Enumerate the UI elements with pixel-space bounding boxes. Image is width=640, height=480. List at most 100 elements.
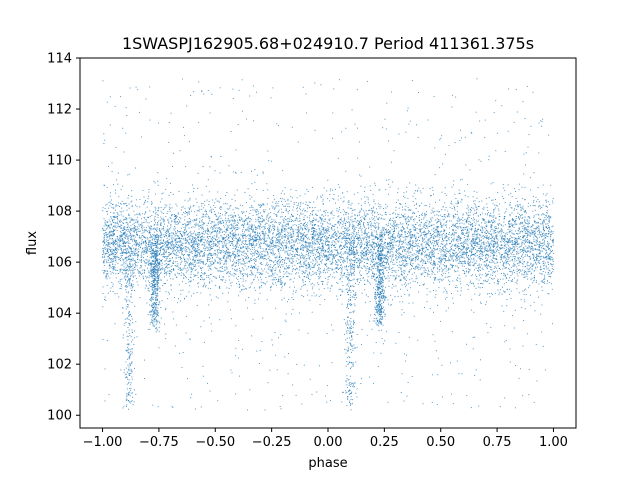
data-point bbox=[384, 244, 386, 246]
data-point bbox=[108, 202, 110, 204]
data-point bbox=[378, 269, 380, 270]
data-point bbox=[272, 273, 274, 275]
data-point bbox=[148, 270, 150, 272]
data-point bbox=[473, 214, 474, 216]
data-point bbox=[434, 264, 436, 266]
data-point bbox=[212, 245, 214, 247]
data-point bbox=[486, 237, 488, 239]
data-point bbox=[521, 248, 523, 250]
data-point bbox=[209, 257, 211, 259]
data-point bbox=[220, 250, 222, 252]
data-point bbox=[401, 214, 402, 216]
data-point bbox=[148, 272, 150, 274]
data-point bbox=[163, 208, 165, 210]
data-point bbox=[460, 218, 462, 220]
data-point bbox=[400, 279, 402, 281]
data-point bbox=[110, 211, 112, 213]
data-point bbox=[525, 241, 526, 243]
data-point bbox=[122, 260, 124, 262]
data-point bbox=[150, 247, 152, 248]
data-point bbox=[168, 255, 169, 257]
data-point bbox=[181, 272, 183, 274]
data-point bbox=[408, 229, 410, 231]
data-point bbox=[510, 192, 512, 194]
data-point bbox=[207, 247, 209, 249]
data-point bbox=[440, 260, 442, 262]
data-point bbox=[113, 229, 115, 230]
data-point bbox=[106, 284, 108, 286]
data-point bbox=[317, 236, 319, 238]
data-point bbox=[388, 265, 390, 267]
data-point bbox=[174, 227, 176, 229]
data-point bbox=[486, 265, 488, 267]
data-point bbox=[436, 244, 438, 246]
data-point bbox=[279, 239, 281, 241]
data-point bbox=[253, 240, 255, 242]
data-point bbox=[347, 218, 349, 220]
data-point bbox=[263, 220, 265, 222]
data-point bbox=[530, 226, 532, 228]
data-point bbox=[188, 264, 190, 266]
data-point bbox=[220, 209, 222, 210]
data-point bbox=[353, 249, 355, 250]
data-point bbox=[295, 239, 297, 241]
data-point bbox=[209, 281, 211, 283]
data-point bbox=[134, 225, 136, 226]
data-point bbox=[230, 233, 232, 235]
data-point bbox=[271, 270, 273, 272]
data-point bbox=[473, 260, 475, 262]
data-point bbox=[511, 240, 513, 242]
data-point bbox=[478, 275, 480, 277]
data-point bbox=[337, 222, 339, 224]
data-point bbox=[408, 247, 410, 249]
data-point bbox=[379, 258, 381, 260]
data-point bbox=[467, 183, 468, 185]
data-point bbox=[453, 217, 455, 219]
data-point bbox=[494, 241, 496, 242]
data-point bbox=[235, 265, 237, 267]
data-point bbox=[364, 212, 366, 214]
data-point bbox=[514, 246, 516, 248]
data-point bbox=[159, 266, 161, 268]
data-point bbox=[163, 239, 164, 241]
data-point bbox=[201, 235, 203, 237]
data-point bbox=[550, 249, 551, 251]
data-point bbox=[384, 238, 386, 240]
data-point bbox=[143, 251, 145, 253]
data-point bbox=[133, 222, 135, 224]
data-point bbox=[451, 226, 453, 227]
data-point bbox=[181, 253, 183, 255]
data-point bbox=[461, 260, 463, 262]
data-point bbox=[421, 248, 423, 250]
data-point bbox=[179, 273, 181, 275]
data-point bbox=[255, 289, 257, 291]
data-point bbox=[125, 236, 127, 237]
data-point bbox=[496, 267, 498, 269]
data-point bbox=[522, 227, 524, 229]
data-point bbox=[266, 246, 268, 248]
data-point bbox=[261, 232, 263, 234]
data-point bbox=[353, 241, 355, 243]
data-point bbox=[329, 260, 331, 262]
data-point bbox=[224, 240, 226, 242]
data-point bbox=[379, 246, 381, 248]
data-point bbox=[108, 259, 109, 261]
data-point bbox=[401, 263, 403, 265]
data-point bbox=[509, 246, 511, 248]
data-point bbox=[451, 267, 453, 269]
data-point bbox=[158, 228, 160, 230]
data-point bbox=[368, 209, 370, 211]
data-point bbox=[340, 244, 342, 246]
data-point bbox=[359, 263, 360, 264]
data-point bbox=[131, 218, 133, 220]
data-point bbox=[476, 229, 478, 231]
data-point bbox=[514, 247, 516, 249]
data-point bbox=[473, 263, 475, 265]
data-point bbox=[342, 275, 344, 277]
data-point bbox=[257, 266, 259, 268]
data-point bbox=[340, 294, 342, 296]
data-point bbox=[122, 210, 124, 212]
data-point bbox=[405, 282, 407, 284]
data-point bbox=[550, 235, 551, 237]
data-point bbox=[377, 268, 379, 270]
